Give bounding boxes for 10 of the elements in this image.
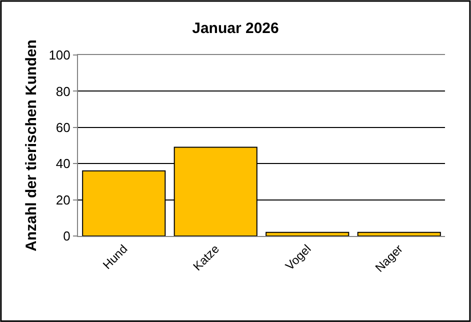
chart-title: Januar 2026 — [192, 20, 279, 38]
bar — [357, 232, 441, 236]
y-tick-label: 80 — [56, 84, 70, 99]
y-tick-label: 60 — [56, 120, 70, 135]
bar — [266, 232, 350, 236]
y-tick-label: 100 — [48, 48, 70, 63]
y-tick-label: 20 — [56, 192, 70, 208]
y-tick-label: 0 — [63, 228, 70, 244]
y-tick-label: 40 — [56, 156, 70, 172]
y-axis-title: Anzahl der tierischen Kunden — [22, 40, 40, 252]
